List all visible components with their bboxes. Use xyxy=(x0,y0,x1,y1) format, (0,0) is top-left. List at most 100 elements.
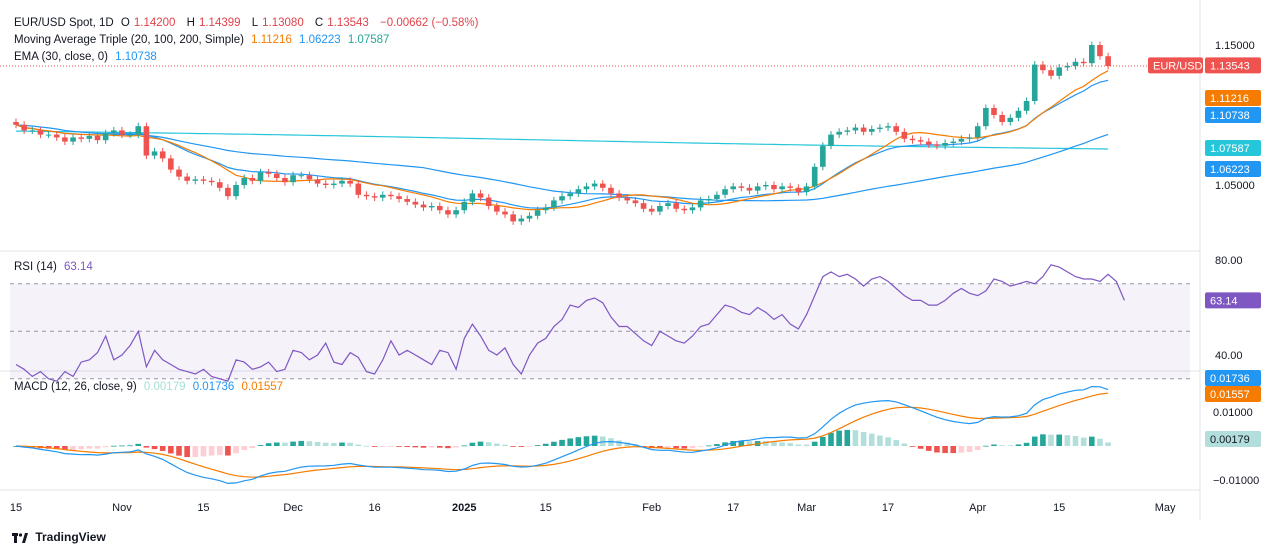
candle-body xyxy=(551,200,557,208)
macd-histogram-bar xyxy=(991,444,997,446)
candle-body xyxy=(518,218,525,222)
macd-histogram-bar xyxy=(518,446,525,447)
price-tick-label: 1.05000 xyxy=(1215,180,1255,192)
candle-body xyxy=(974,126,981,138)
candle-body xyxy=(339,180,345,184)
candle-body xyxy=(909,138,916,141)
macd-histogram-bar xyxy=(738,440,745,446)
rsi-tick-label: 80.00 xyxy=(1215,255,1243,267)
macd-histogram-bar xyxy=(1089,436,1095,446)
macd-histogram-bar xyxy=(265,443,272,446)
ma20-line xyxy=(15,70,1109,211)
macd-histogram-bar xyxy=(958,446,965,453)
candle-body xyxy=(127,134,133,136)
candle-body xyxy=(608,187,614,194)
macd-histogram-bar xyxy=(86,446,93,449)
macd-histogram-bar xyxy=(1007,445,1014,447)
ma-legend[interactable]: Moving Average Triple (20, 100, 200, Sim… xyxy=(14,34,393,46)
candle-body xyxy=(111,130,117,134)
ma200-value: 1.07587 xyxy=(347,34,390,46)
candle-body xyxy=(1072,61,1079,66)
candle-body xyxy=(225,187,231,197)
indicator-price-tag: 1.06223 xyxy=(1210,164,1250,176)
macd-last-tag: 0.00179 xyxy=(1210,434,1250,446)
candle-body xyxy=(355,183,362,195)
candle-body xyxy=(1105,56,1111,66)
ema-value: 1.10738 xyxy=(115,51,157,63)
indicator-price-tag-bg xyxy=(1205,161,1261,177)
rsi-legend[interactable]: RSI (14) 63.14 xyxy=(14,261,97,273)
high-label: H xyxy=(186,17,195,29)
macd-histogram-bar xyxy=(714,444,720,446)
candle-body xyxy=(469,193,476,202)
time-axis-label: 17 xyxy=(882,502,894,514)
macd-histogram-bar xyxy=(836,430,842,446)
axes: 1.15000 1.05000 80.00 40.00 0.01000 −0.01000 E… xyxy=(10,40,1261,514)
macd-legend[interactable]: MACD (12, 26, close, 9) 0.00179 0.01736 … xyxy=(14,381,287,393)
macd-histogram-bar xyxy=(453,446,459,448)
macd-histogram-bar xyxy=(461,445,468,447)
macd-histogram-bar xyxy=(746,441,753,446)
macd-histogram-bar xyxy=(1097,438,1103,446)
macd-histogram-bar xyxy=(559,439,565,446)
macd-histogram-bar xyxy=(233,446,239,454)
macd-histogram-bar xyxy=(974,446,981,450)
candle-body xyxy=(901,131,908,139)
candle-body xyxy=(934,144,940,146)
macd-hist-value: 0.00179 xyxy=(143,381,186,393)
candle-body xyxy=(306,175,313,180)
candle-body xyxy=(1015,110,1022,118)
time-axis-label: Feb xyxy=(642,502,661,514)
macd-histogram-bar xyxy=(803,444,810,446)
candle-body xyxy=(1080,61,1087,64)
macd-last-tag-bg xyxy=(1205,370,1261,386)
macd-histogram-bar xyxy=(225,446,231,456)
rsi-band xyxy=(10,283,1190,379)
macd-histogram-bar xyxy=(689,446,696,449)
macd-histogram-bar xyxy=(1031,436,1038,446)
candle-body xyxy=(102,133,109,141)
rsi-value: 63.14 xyxy=(64,261,93,273)
candle-body xyxy=(298,175,305,177)
macd-histogram-bar xyxy=(502,444,508,446)
ma-label: Moving Average Triple (20, 100, 200, Sim… xyxy=(14,34,244,46)
macd-line-value: 0.01736 xyxy=(192,381,235,393)
macd-histogram-bar xyxy=(1040,434,1046,446)
macd-histogram-bar xyxy=(820,436,826,446)
candle-body xyxy=(999,115,1005,122)
macd-histogram-bar xyxy=(811,441,818,446)
candle-body xyxy=(917,140,924,142)
price-tick-label: 1.15000 xyxy=(1215,40,1255,52)
candle-body xyxy=(45,134,52,136)
indicator-price-tag-bg xyxy=(1205,90,1261,106)
candle-body xyxy=(135,126,142,135)
ema30-line xyxy=(15,79,1109,209)
macd-histogram-bar xyxy=(445,446,451,449)
indicator-price-tag: 1.11216 xyxy=(1210,93,1249,105)
time-axis-label: 17 xyxy=(727,502,739,514)
macd-histogram-bar xyxy=(926,446,932,451)
candle-body xyxy=(868,129,875,132)
candle-body xyxy=(86,136,93,139)
time-axis-label: Mar xyxy=(797,502,816,514)
tradingview-logo[interactable]: TradingView xyxy=(12,530,106,544)
candle-body xyxy=(485,197,492,206)
macd-histogram-bar xyxy=(347,442,353,446)
close-value: 1.13543 xyxy=(327,17,369,29)
candle-body xyxy=(453,210,459,215)
candle-body xyxy=(950,141,957,143)
candle-body xyxy=(811,166,818,187)
macd-histogram-bar xyxy=(216,446,223,456)
candle-body xyxy=(1056,67,1062,76)
macd-histogram-bar xyxy=(298,440,305,446)
candle-body xyxy=(257,172,264,181)
macd-histogram-bar xyxy=(616,440,622,446)
candle-body xyxy=(265,172,272,174)
last-price-tag: 1.13543 xyxy=(1210,60,1250,72)
ema-legend[interactable]: EMA (30, close, 0) 1.10738 xyxy=(14,51,161,63)
candle-body xyxy=(510,214,516,222)
ema-label: EMA (30, close, 0) xyxy=(14,51,108,63)
macd-histogram-bar xyxy=(510,446,516,447)
